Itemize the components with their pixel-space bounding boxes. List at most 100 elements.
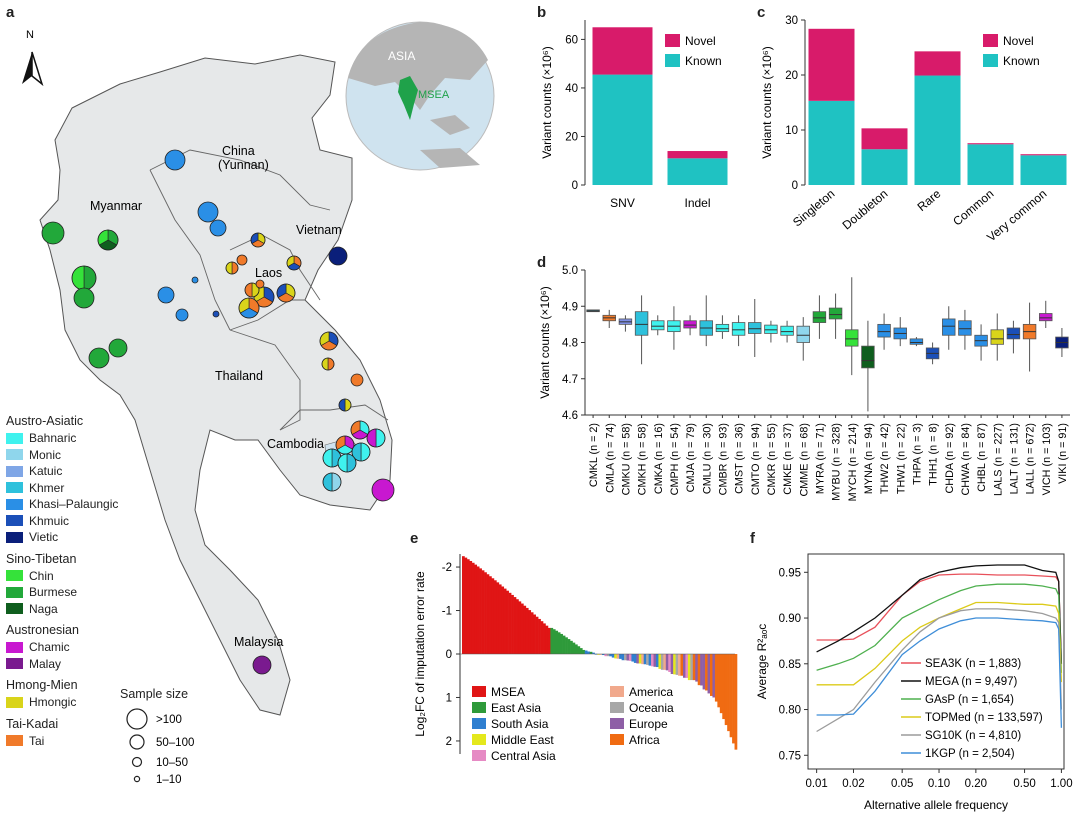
imputation-bar: [631, 654, 635, 662]
y-tick-label: -1: [442, 606, 452, 618]
legend-label: Middle East: [491, 733, 554, 747]
y-tick-label: 0.75: [779, 750, 801, 762]
x-tick-label: CMKA (n = 16): [653, 423, 665, 494]
population-marker: [97, 229, 119, 251]
bar-known: [914, 75, 961, 185]
bar-known: [808, 100, 855, 185]
region-label-yunnan: (Yunnan): [218, 158, 269, 172]
legend-item: Chamic: [6, 639, 176, 656]
imputation-bar: [466, 559, 470, 654]
x-tick-label: LALL (n = 672): [1025, 423, 1037, 494]
series-line: [816, 573, 1063, 664]
imputation-bar: [498, 584, 502, 654]
y-tick-label: -2: [442, 562, 452, 574]
imputation-bar: [469, 560, 473, 654]
legend-swatch: [6, 658, 23, 670]
y-tick-label: 0.95: [779, 567, 801, 579]
legend-label: America: [629, 685, 673, 699]
legend-label: SEA3K (n = 1,883): [925, 658, 1021, 670]
imputation-bar: [673, 654, 676, 675]
boxplot-box: [1055, 328, 1069, 418]
population-marker: [351, 442, 371, 462]
imputation-bar: [567, 639, 571, 654]
legend-item: Vietic: [6, 529, 176, 546]
x-tick-label: CHBL (n = 87): [976, 423, 988, 492]
boxplot-box: [602, 309, 616, 418]
legend-label: Burmese: [29, 585, 78, 600]
imputation-bar: [690, 654, 694, 681]
imputation-bar: [582, 649, 586, 654]
imputation-bar: [471, 562, 475, 654]
imputation-bar: [714, 654, 718, 702]
x-tick-label: THH1 (n = 8): [928, 423, 940, 486]
boxplot-box: [796, 317, 810, 418]
x-tick-label: CMST (n = 36): [734, 423, 746, 494]
legend-group-title: Austro-Asiatic: [6, 414, 84, 428]
msea-landmass: [39, 54, 393, 716]
boxplot-box: [731, 315, 746, 418]
bar-known: [592, 74, 653, 185]
imputation-bar: [557, 632, 561, 654]
region-label-thailand: Thailand: [215, 369, 263, 383]
legend-label: MEGA (n = 9,497): [925, 676, 1018, 688]
imputation-bar: [545, 625, 549, 654]
population-marker: [252, 655, 272, 675]
population-marker: [322, 472, 342, 492]
y-tick-label: 10: [785, 125, 798, 137]
legend-swatch: [610, 702, 624, 713]
x-tick-label: CMPH (n = 54): [669, 423, 681, 495]
legend-swatch: [472, 702, 486, 713]
imputation-bar: [574, 644, 578, 654]
imputation-bar: [641, 654, 644, 665]
population-marker: [255, 279, 265, 289]
y-tick-label: 4.9: [562, 301, 578, 313]
legend-swatch: [6, 735, 23, 747]
y-tick-label: 2: [446, 736, 452, 748]
legend-label: Hmongic: [29, 695, 77, 710]
legend-item: Khmuic: [6, 513, 176, 530]
y-axis-label: Variant counts (×10⁶): [538, 286, 552, 398]
imputation-bar: [577, 646, 581, 654]
x-tick-label: LALS (n = 227): [992, 423, 1004, 496]
x-tick-label: VIKI (n = 91): [1057, 423, 1069, 484]
legend-swatch: [983, 54, 998, 67]
y-tick-label: 20: [565, 131, 578, 143]
legend-swatch: [6, 515, 23, 527]
imputation-bar: [606, 654, 610, 657]
legend-item: Naga: [6, 601, 176, 618]
x-tick-label: 0.05: [891, 778, 913, 790]
imputation-bar: [518, 601, 522, 654]
legend-swatch: [6, 482, 23, 494]
population-marker: [164, 149, 186, 171]
region-label-cambodia: Cambodia: [267, 437, 324, 451]
legend-label: East Asia: [491, 701, 541, 715]
boxplot-box: [925, 342, 940, 418]
legend-group-title: Hmong-Mien: [6, 678, 78, 692]
x-tick-label: LALT (n = 131): [1008, 423, 1020, 494]
imputation-bar: [562, 635, 566, 654]
population-marker: [253, 286, 275, 308]
population-marker: [212, 310, 220, 318]
imputation-bar: [486, 574, 490, 654]
x-tick-label: CMKH (n = 58): [637, 423, 649, 495]
legend-label: MSEA: [491, 685, 525, 699]
imputation-bar: [727, 654, 730, 732]
imputation-bar: [678, 654, 681, 676]
imputation-bar: [653, 654, 657, 667]
boxplot-box: [845, 277, 859, 418]
imputation-bar: [491, 578, 495, 654]
series-line: [816, 564, 1063, 664]
boxplot-box: [651, 315, 665, 418]
legend-label: Naga: [29, 601, 58, 616]
chart-e: -2 -1 0 1 2 Log₂FC of imputation error rate MS…: [413, 554, 738, 763]
population-marker: [88, 347, 110, 369]
inset-label-msea: MSEA: [418, 89, 450, 101]
x-tick-label: 0.01: [805, 778, 827, 790]
legend-item: Bahnaric: [6, 430, 176, 447]
population-marker: [371, 478, 395, 502]
x-tick-label: Singleton: [790, 187, 837, 230]
chart-f: 0.75 0.80 0.85 0.90 0.95 0.01 0.02 0.05 0.10 0.20…: [755, 553, 1073, 812]
imputation-bar: [646, 654, 649, 665]
y-tick-label: 0.80: [779, 705, 801, 717]
legend-swatch: [6, 641, 23, 653]
